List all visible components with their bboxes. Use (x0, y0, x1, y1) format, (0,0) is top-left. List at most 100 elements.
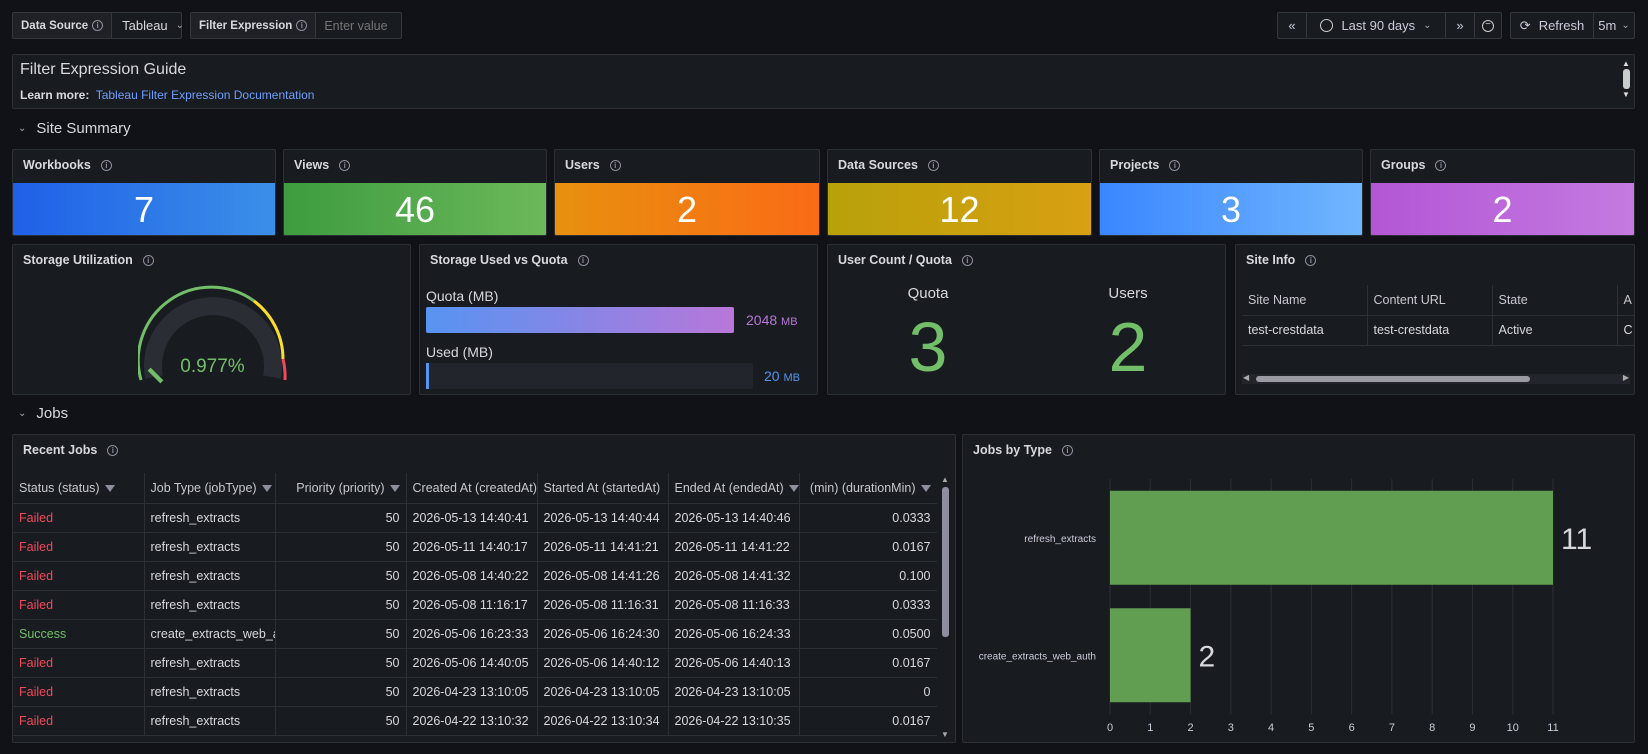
horizontal-scrollbar[interactable]: ◀ ▶ (1242, 373, 1630, 384)
table-cell: 2026-05-08 11:16:17 (406, 590, 538, 620)
filter-icon[interactable] (261, 484, 272, 492)
zoom-out-button[interactable]: − (1474, 12, 1502, 39)
table-cell: 50 (275, 561, 407, 591)
x-tick-label: 4 (1268, 722, 1274, 734)
section-jobs[interactable]: ⌄ Jobs (18, 405, 69, 422)
time-back-button[interactable]: « (1277, 12, 1307, 39)
refresh-interval-select[interactable]: 5m ⌄ (1593, 12, 1635, 39)
jobs-vertical-scrollbar[interactable]: ▲ ▼ (939, 475, 951, 739)
time-forward-button[interactable]: » (1445, 12, 1475, 39)
stat-value: 2 (1371, 183, 1634, 235)
bar-create_extracts_web_auth[interactable] (1110, 608, 1191, 703)
user-quota-panel: User Count / Quota i Quota 3 Users 2 (827, 244, 1226, 395)
column-header[interactable]: Site Name (1242, 285, 1368, 316)
table-cell: 0.0167 (799, 532, 937, 562)
section-site-summary[interactable]: ⌄ Site Summary (18, 120, 131, 137)
chevron-down-icon: ⌄ (175, 20, 185, 31)
column-header[interactable]: Ended At (endedAt) (668, 473, 800, 504)
table-cell: 2026-04-22 13:10:35 (668, 706, 800, 736)
users-stat-value: 2 (1108, 308, 1148, 386)
column-header[interactable]: Status (status) (13, 473, 145, 504)
filter-input[interactable] (316, 18, 413, 33)
time-range-picker[interactable]: Last 90 days ⌄ (1306, 12, 1446, 39)
used-bar-track (426, 363, 753, 389)
filter-icon[interactable] (788, 484, 798, 492)
panel-title: Recent Jobs i (23, 443, 119, 457)
panel-title: Data Sources i (838, 158, 939, 172)
table-cell: refresh_extracts (144, 590, 276, 620)
guide-title: Filter Expression Guide (20, 61, 187, 78)
category-label: refresh_extracts (1024, 534, 1096, 545)
filter-guide-panel: Filter Expression Guide Learn more: Tabl… (12, 54, 1635, 109)
datasource-select[interactable]: Tableau ⌄ (122, 18, 185, 33)
documentation-link[interactable]: Tableau Filter Expression Documentation (95, 88, 315, 102)
column-header[interactable]: Created At (createdAt) (406, 473, 538, 504)
gauge-threshold-red (281, 358, 287, 381)
table-cell: 50 (275, 503, 407, 533)
table-cell: 2026-04-23 13:10:05 (668, 677, 800, 707)
filter-label: Filter Expression i (191, 13, 317, 38)
used-label: Used (MB) (426, 344, 493, 360)
gauge-threshold-yellow (253, 299, 285, 360)
table-row: Failed refresh_extracts 50 2026-04-23 13:10… (13, 677, 937, 707)
column-header[interactable]: Started At (startedAt) (537, 473, 669, 504)
filter-icon[interactable] (104, 484, 115, 492)
scroll-thumb[interactable] (941, 487, 949, 637)
scroll-thumb[interactable] (1256, 376, 1530, 382)
table-cell: create_extracts_web_a (144, 619, 276, 649)
table-cell: 2026-05-06 14:40:05 (406, 648, 538, 678)
table-cell: 2026-04-22 13:10:34 (537, 706, 669, 736)
status-cell: Success (13, 619, 145, 649)
column-header[interactable]: Content URL (1367, 285, 1493, 316)
stat-panel-data-sources: Data Sources i 12 (827, 149, 1092, 236)
storage-utilization-panel: Storage Utilization i 0.977% (12, 244, 411, 395)
table-cell: 0.0167 (799, 648, 937, 678)
clock-icon (1320, 19, 1334, 32)
column-header[interactable]: State (1492, 285, 1618, 316)
filter-icon[interactable] (920, 484, 931, 492)
x-tick-label: 3 (1228, 722, 1234, 734)
table-row: Failed refresh_extracts 50 2026-05-08 14:40… (13, 561, 937, 591)
x-tick-label: 7 (1389, 722, 1395, 734)
table-cell: 2026-05-11 14:40:17 (406, 532, 538, 562)
refresh-button[interactable]: ⟳ Refresh (1510, 12, 1594, 39)
table-cell: 50 (275, 590, 407, 620)
info-icon: i (1305, 254, 1317, 266)
table-cell: 2026-05-06 16:24:33 (668, 619, 800, 649)
bar-refresh_extracts[interactable] (1110, 490, 1553, 585)
stat-panel-users: Users i 2 (554, 149, 820, 236)
storage-quota-panel: Storage Used vs Quota i Quota (MB) 2048 M… (419, 244, 818, 395)
chevron-down-icon: ⌄ (1621, 20, 1630, 31)
table-cell: refresh_extracts (144, 503, 276, 533)
info-icon: i (927, 159, 939, 171)
guide-scrollbar[interactable]: ▲ ▼ (1621, 59, 1631, 105)
table-cell: 0.0500 (799, 619, 937, 649)
table-cell: 2026-05-06 16:23:33 (406, 619, 538, 649)
scroll-left-icon: ◀ (1243, 373, 1250, 382)
table-cell: 2026-05-13 14:40:41 (406, 503, 538, 533)
column-header[interactable]: Job Type (jobType) (144, 473, 276, 504)
x-tick-label: 11 (1547, 722, 1558, 734)
table-row: Failed refresh_extracts 50 2026-05-06 14:40… (13, 648, 937, 678)
site-info-panel: Site Info i Site Name Content URL State A… (1235, 244, 1635, 395)
storage-gauge (138, 285, 287, 384)
info-icon: i (1435, 159, 1447, 171)
column-header[interactable]: A (1617, 285, 1634, 316)
scroll-thumb[interactable] (1622, 69, 1630, 89)
table-cell: refresh_extracts (144, 648, 276, 678)
table-cell: 2026-05-06 16:24:30 (537, 619, 669, 649)
column-header[interactable]: Priority (priority) (275, 473, 407, 504)
jobs-by-type-chart: 0 1 2 3 4 5 6 7 8 9 10 11 refresh_extracts 11 create_e… (979, 479, 1592, 734)
table-row: Failed refresh_extracts 50 2026-05-08 11:16… (13, 590, 937, 620)
gauge-track (144, 297, 282, 379)
panel-title: Storage Utilization i (23, 253, 154, 267)
table-row: Failed refresh_extracts 50 2026-05-11 14:40… (13, 532, 937, 562)
datasource-picker[interactable]: Data Source i Tableau ⌄ (12, 12, 184, 39)
jobs-table: Status (status) Job Type (jobType) Priorit… (13, 473, 937, 736)
info-icon: i (92, 20, 104, 31)
filter-icon[interactable] (389, 484, 400, 492)
x-tick-label: 6 (1349, 722, 1355, 734)
table-cell: 2026-05-13 14:40:46 (668, 503, 800, 533)
column-header[interactable]: (min) (durationMin) (799, 473, 937, 504)
table-row: Failed refresh_extracts 50 2026-05-13 14:40… (13, 503, 937, 533)
